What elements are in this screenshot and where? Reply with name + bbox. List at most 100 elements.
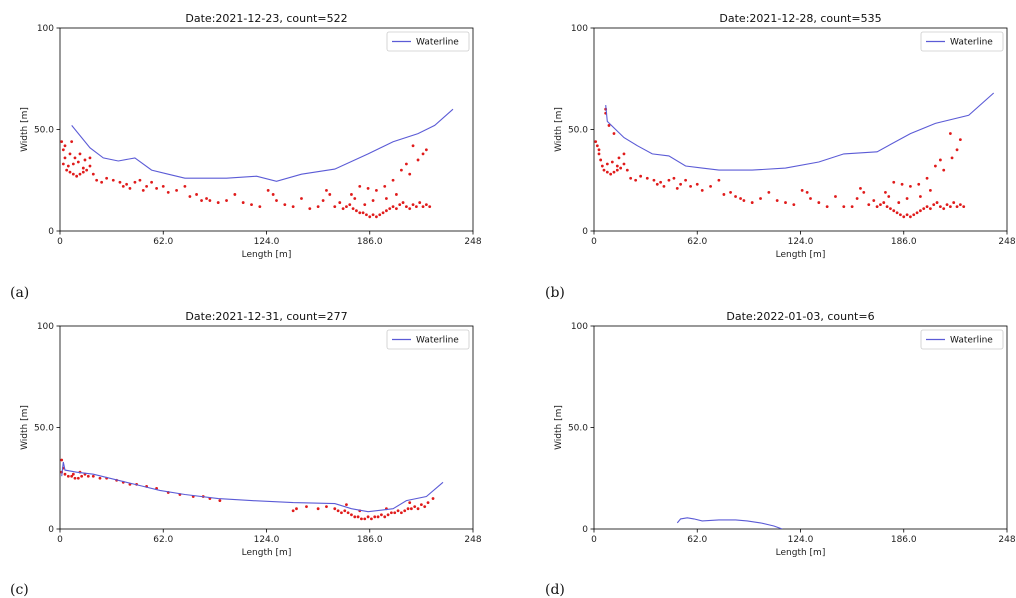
data-point [150,180,153,184]
x-tick-label: 62.0 [687,237,707,247]
data-point [950,156,954,160]
data-point [208,199,212,202]
x-tick-label: 124.0 [254,535,280,545]
x-tick-label: 186.0 [357,237,383,247]
plot-frame [593,27,1008,232]
data-point [258,205,262,209]
waterline-series [71,108,454,182]
data-point [394,207,398,211]
data-point [958,138,962,142]
legend-label: Waterline [950,38,993,48]
data-point [919,195,922,198]
data-point [945,203,949,207]
data-point [825,205,829,209]
data-point [88,164,92,168]
data-point [388,207,392,211]
data-point [905,197,909,200]
scatter-points [60,140,432,219]
data-point [655,182,659,186]
chart-title: Date:2021-12-23, count=522 [185,12,347,25]
y-axis-label: Width [m] [20,405,30,450]
data-point [350,193,353,196]
data-point [81,170,85,174]
data-point [60,458,64,462]
data-point [218,499,222,502]
data-point [850,205,854,209]
y-axis-label: Width [m] [554,107,564,152]
data-point [938,205,942,209]
data-point [68,170,72,174]
waterline-series [61,461,444,513]
data-point [875,205,879,209]
plot-frame [59,325,474,530]
data-point [271,193,275,196]
data-point [404,205,408,209]
data-point [200,199,203,202]
x-tick-label: 248 [998,237,1015,247]
data-point [76,476,80,480]
data-point [291,205,295,209]
data-point [295,507,298,511]
data-point [892,209,896,213]
y-tick-label: 50.0 [34,126,54,136]
data-point [393,511,397,515]
data-point [61,162,65,166]
x-tick-label: 0 [57,237,63,247]
data-point [709,184,712,188]
data-point [141,189,145,192]
data-point [166,191,170,194]
legend-box [386,31,470,52]
data-point [316,205,320,209]
legend-label: Waterline [950,336,993,346]
x-axis-label: Length [m] [776,548,826,558]
data-point [610,160,614,164]
data-point [365,213,368,217]
data-point [316,507,320,511]
data-point [909,215,912,219]
y-tick-label: 100 [571,322,588,332]
data-point [889,207,892,211]
data-point [595,144,599,148]
data-point [684,178,687,182]
data-point [368,215,372,219]
data-point [66,164,70,168]
data-point [917,182,921,186]
data-point [60,140,64,144]
y-axis-label: Width [m] [554,405,564,450]
scatter-points [594,107,966,219]
data-point [391,205,395,209]
data-point [955,205,959,209]
data-point [905,213,909,217]
x-axis-label: Length [m] [776,250,826,260]
data-point [739,197,742,200]
legend: Waterline [920,31,1004,52]
legend-box [386,329,470,350]
data-point [71,472,75,476]
subfigure-caption: (b) [545,285,565,301]
data-point [375,189,378,192]
data-point [370,517,373,521]
data-point [350,513,353,517]
data-point [250,203,253,207]
data-point [955,148,959,152]
data-point [333,205,337,209]
data-point [408,501,412,505]
data-point [416,507,420,511]
x-tick-label: 186.0 [891,535,917,545]
data-point [356,515,360,519]
x-tick-label: 0 [591,237,597,247]
data-point [371,199,375,202]
data-point [625,168,629,172]
plot-frame [59,27,474,232]
data-point [622,152,626,156]
data-point [216,201,220,204]
data-point [619,166,623,170]
data-point [71,162,75,166]
data-point [358,184,362,188]
data-point [291,509,295,513]
x-tick-label: 0 [591,535,597,545]
data-point [600,164,604,168]
data-point [358,211,362,215]
data-point [424,203,428,207]
data-point [399,168,403,172]
